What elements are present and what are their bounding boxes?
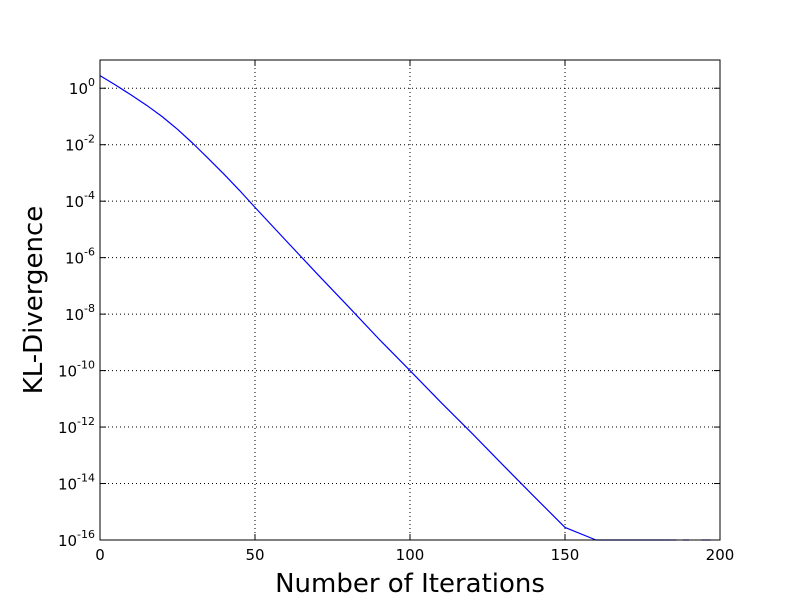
y-axis-label: KL-Divergence — [19, 206, 49, 395]
x-axis-label: Number of Iterations — [275, 569, 545, 599]
y-tick-base: 10 — [58, 476, 77, 494]
y-tick-exponent: -12 — [77, 415, 95, 428]
y-tick-base: 10 — [69, 80, 88, 98]
x-tick-label: 100 — [396, 546, 425, 564]
y-tick-label: 10-12 — [58, 415, 95, 437]
y-tick-base: 10 — [58, 419, 77, 437]
y-tick-exponent: -6 — [84, 246, 95, 259]
y-tick-base: 10 — [65, 137, 84, 155]
y-tick-exponent: -10 — [77, 359, 95, 372]
y-tick-label: 10-14 — [58, 472, 95, 494]
y-tick-base: 10 — [58, 363, 77, 381]
x-tick-labels: 0 50 100 150 200 — [95, 546, 734, 564]
series-layer — [99, 75, 711, 541]
x-tick-label: 50 — [245, 546, 264, 564]
y-tick-label: 10-10 — [58, 359, 95, 381]
grid-lines — [100, 60, 720, 540]
tick-marks — [99, 60, 721, 541]
y-tick-base: 10 — [65, 193, 84, 211]
y-tick-base: 10 — [58, 532, 77, 550]
x-tick-label: 150 — [551, 546, 580, 564]
y-tick-label: 10-2 — [65, 133, 95, 155]
x-tick-label: 200 — [706, 546, 735, 564]
y-tick-exponent: -14 — [77, 472, 95, 485]
y-tick-label: 10-4 — [65, 189, 95, 211]
y-tick-exponent: -16 — [77, 528, 95, 541]
y-tick-exponent: -2 — [84, 133, 95, 146]
y-tick-exponent: -4 — [84, 189, 95, 202]
y-tick-label: 10-6 — [65, 246, 95, 268]
series-line — [99, 75, 671, 541]
y-tick-base: 10 — [65, 250, 84, 268]
y-tick-exponent: 0 — [88, 76, 95, 89]
y-tick-label: 100 — [69, 76, 95, 98]
y-tick-label: 10-16 — [58, 528, 95, 550]
y-tick-label: 10-8 — [65, 302, 95, 324]
x-tick-label: 0 — [95, 546, 105, 564]
y-tick-exponent: -8 — [84, 302, 95, 315]
y-tick-base: 10 — [65, 306, 84, 324]
